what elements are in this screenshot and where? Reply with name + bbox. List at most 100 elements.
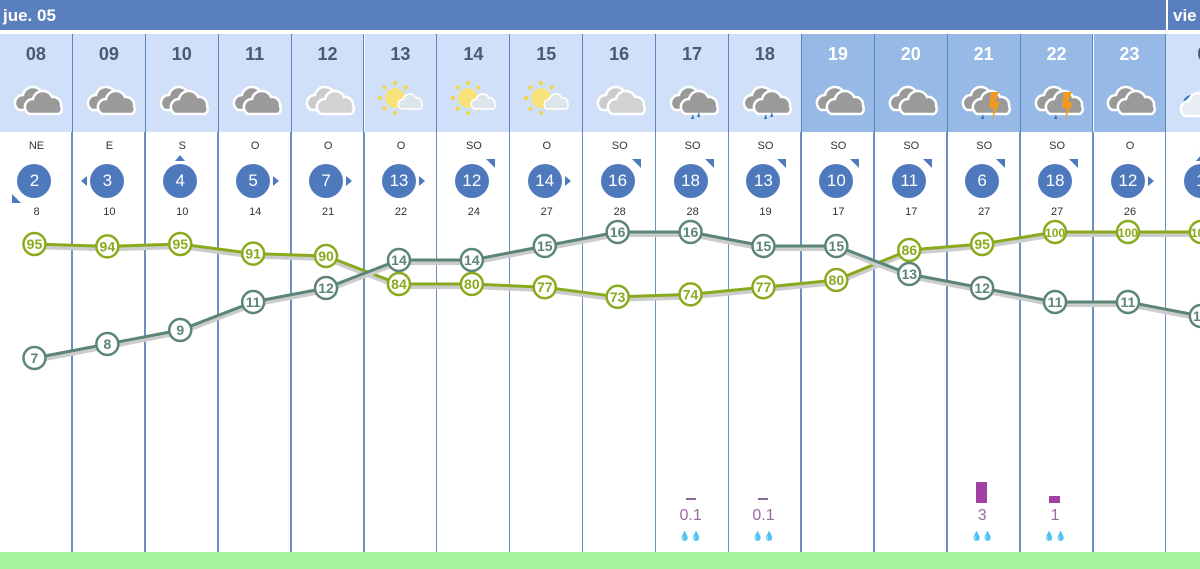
- temperature-label: 15: [829, 238, 845, 254]
- precip-bar: [685, 498, 696, 500]
- rain-cloud-icon: [665, 78, 720, 122]
- wind-speed-badge: 13: [381, 164, 416, 198]
- overcast-cloud-icon: [884, 78, 938, 122]
- humidity-label: 100: [1045, 226, 1065, 240]
- wind-speed-badge: 2: [17, 164, 52, 198]
- hour-column: 11: [218, 34, 292, 132]
- hour-column: 20: [874, 34, 948, 132]
- temperature-point: [240, 289, 266, 315]
- humidity-point: [1042, 219, 1068, 245]
- temperature-label: 16: [683, 224, 699, 240]
- wind-gust: 27: [540, 206, 553, 218]
- hour-column: 22: [1020, 34, 1094, 132]
- temperature-point: [532, 233, 557, 259]
- precip-bar: [1049, 496, 1061, 503]
- wind-arrow-icon: [564, 176, 571, 186]
- wind-arrow-icon: [81, 176, 88, 186]
- wind-arrow-icon: [418, 176, 425, 186]
- temperature-label: 11: [1121, 294, 1136, 310]
- cloud-icon: [592, 78, 647, 122]
- humidity-point: [22, 231, 47, 257]
- wind-speed-badge: 1: [1183, 164, 1200, 198]
- humidity-point: [897, 237, 922, 263]
- column-divider: [946, 132, 948, 569]
- overcast-cloud-icon: [1102, 78, 1157, 122]
- bottom-band: [0, 552, 1200, 569]
- temperature-point: [605, 219, 630, 245]
- hour-label: 16: [609, 44, 630, 64]
- hour-column: 0: [1166, 34, 1200, 132]
- temperature-label: 12: [318, 280, 334, 296]
- precip-value: 3: [977, 507, 987, 524]
- hour-header: 08 09 10 11 12 13 14 15 16 17 18 19 20 21 22 23 0: [0, 34, 1200, 132]
- wind-arrow-icon: [1195, 155, 1200, 161]
- wind-arrow-icon: [175, 155, 186, 161]
- hour-column: 18: [729, 34, 802, 132]
- wind-direction: SO: [684, 140, 701, 152]
- temperature-label: 15: [756, 238, 772, 254]
- wind-arrow-icon: [1147, 176, 1154, 186]
- hour-label: 18: [754, 44, 775, 64]
- overcast-cloud-icon: [82, 78, 136, 122]
- hour-label: 15: [536, 44, 557, 64]
- wind-gust: 28: [613, 206, 626, 218]
- wind-arrow-icon: [1069, 159, 1079, 168]
- wind-speed-badge: 18: [1038, 164, 1073, 198]
- temperature-label: 13: [901, 266, 917, 282]
- wind-gust: 28: [686, 206, 699, 218]
- rain-cloud-icon: [738, 78, 792, 122]
- temperature-point: [678, 219, 703, 245]
- hour-label: 22: [1046, 44, 1067, 64]
- hour-label: 20: [900, 44, 921, 64]
- humidity-label: 100: [1118, 226, 1138, 240]
- temperature-label: 14: [391, 252, 407, 268]
- column-divider: [217, 132, 219, 569]
- wind-speed-badge: 12: [454, 164, 489, 198]
- column-divider: [1019, 132, 1021, 569]
- wind-arrow-icon: [12, 194, 22, 203]
- humidity-point: [824, 267, 849, 293]
- wind-arrow-icon: [704, 159, 714, 168]
- precip-value: 1: [1050, 507, 1060, 524]
- hour-column: 12: [291, 34, 365, 132]
- temperature-point: [386, 247, 412, 273]
- wind-gust: 14: [249, 206, 262, 218]
- wind-speed-badge: 13: [746, 164, 781, 198]
- hour-column: 16: [583, 34, 657, 132]
- wind-gust: 27: [1050, 206, 1064, 218]
- cloud-icon: [301, 78, 355, 122]
- wind-arrow-icon: [346, 176, 353, 186]
- humidity-label: 100: [1191, 226, 1200, 240]
- temperature-label: 14: [464, 252, 480, 268]
- humidity-point: [678, 282, 703, 307]
- temperature-label: 9: [176, 322, 184, 338]
- column-divider: [290, 132, 292, 569]
- sun-cloud-icon: [446, 78, 500, 122]
- thunderstorm-icon: [1030, 78, 1084, 122]
- hour-label: 19: [827, 44, 848, 64]
- hour-label: 23: [1119, 44, 1140, 64]
- wind-arrow-icon: [273, 176, 280, 186]
- rain-drops-icon: 💧💧: [1043, 531, 1067, 541]
- humidity-point: [240, 241, 266, 266]
- temperature-label: 15: [537, 238, 553, 254]
- wind-gust: 17: [905, 206, 918, 218]
- humidity-point: [95, 234, 120, 259]
- wind-speed-badge: 6: [965, 164, 1000, 198]
- precip-value: 0.1: [752, 507, 775, 524]
- humidity-point: [459, 271, 485, 297]
- temperature-point: [22, 345, 47, 371]
- hour-label: 12: [317, 44, 338, 64]
- column-divider: [1164, 132, 1167, 569]
- wind-direction: SO: [830, 140, 847, 152]
- overcast-cloud-icon: [228, 78, 282, 122]
- temperature-label: 11: [1048, 294, 1063, 310]
- thunderstorm-icon: [957, 78, 1011, 122]
- humidity-point: [751, 274, 776, 300]
- wind-speed-badge: 10: [819, 164, 854, 198]
- hour-column: 08: [0, 34, 73, 132]
- temperature-point: [1042, 289, 1068, 315]
- wind-direction: SO: [757, 140, 774, 152]
- wind-gust: 27: [978, 206, 991, 218]
- temperature-point: [459, 247, 485, 273]
